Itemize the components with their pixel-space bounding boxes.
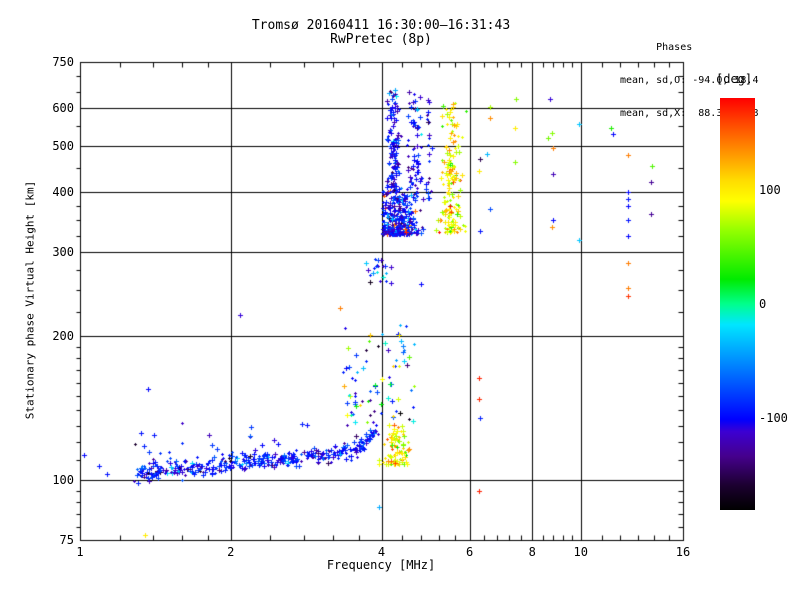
x-tick-label: 16 [675,545,691,559]
y-tick-label: 300 [52,245,74,260]
y-axis-title: Stationary phase Virtual Height [km] [23,180,37,420]
x-tick-label: 4 [377,545,386,559]
colorbar-title: [deg] [716,72,753,86]
colorbar-tick-label: -100 [759,411,788,426]
x-axis-title: Frequency [MHz] [326,558,436,572]
x-tick-label: 10 [573,545,588,559]
colorbar-tick-label: 100 [759,182,781,197]
colorbar-gradient [720,98,755,510]
x-tick-label: 6 [466,545,474,559]
x-tick-label: 2 [227,545,235,559]
y-tick-label: 400 [52,185,74,200]
y-tick-label: 500 [52,139,74,154]
x-tick-label: 8 [528,545,536,559]
y-tick-label: 75 [59,533,74,547]
y-tick-label: 600 [52,101,74,116]
x-tick-label: 1 [76,545,84,559]
plot-subtitle: RwPretec (8p) [330,32,432,47]
y-tick-label: 100 [52,473,74,488]
y-tick-label: 200 [52,329,74,344]
y-tick-label: 750 [52,55,74,69]
phase-stats-heading: Phases [620,42,693,53]
phase-stats-o-mode: mean, sd,O: -94.0, 18.4 [620,75,759,86]
colorbar-tick-label: 0 [759,297,767,311]
plot-title: Tromsø 20160411 16:30:00–16:31:43 [251,18,511,33]
